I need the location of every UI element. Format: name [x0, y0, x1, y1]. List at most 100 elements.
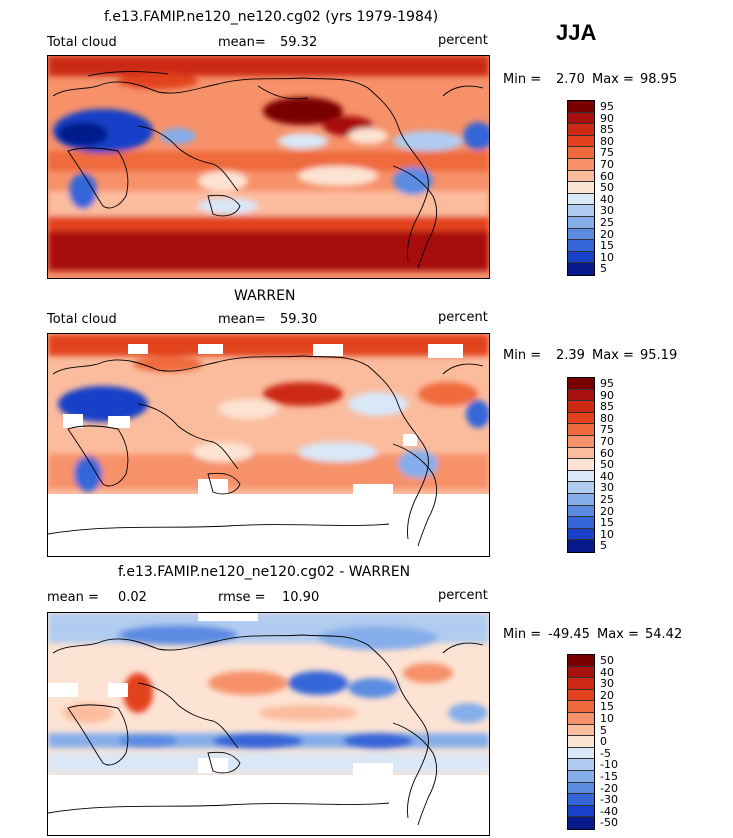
cbar2-tick-label: 25: [600, 493, 614, 506]
cbar3-tick-label: -30: [600, 793, 618, 807]
cbar3-swatch: [568, 759, 594, 771]
cbar2-swatch: [568, 435, 594, 448]
panel3-contour-field: [48, 613, 489, 773]
cbar1-swatch: [568, 135, 594, 148]
cbar3-swatch: [568, 666, 594, 679]
cbar2-tick-label: 75: [600, 423, 614, 437]
cbar1-swatch: [568, 228, 594, 241]
panel3-min-value: -49.45: [548, 627, 590, 642]
cbar2-tick-label: 10: [600, 527, 614, 541]
cbar1-tick-label: 80: [600, 134, 614, 148]
cbar2-swatch: [568, 505, 594, 518]
panel2-map: [47, 333, 490, 557]
cbar2-swatch: [568, 470, 594, 483]
cbar2-swatch: [568, 482, 594, 494]
cbar1-tick-label: 30: [600, 204, 614, 218]
panel2-unit-label: percent: [438, 310, 488, 325]
cbar2-swatch: [568, 517, 594, 529]
cbar3-swatch: [568, 712, 594, 725]
cbar1-swatch: [568, 251, 594, 264]
cbar3-tick-label: 5: [600, 723, 607, 737]
panel1-max-label: Max =: [592, 72, 634, 87]
cbar2-tick-label: 40: [600, 469, 614, 483]
panel1-title: f.e13.FAMIP.ne120_ne120.cg02 (yrs 1979-1…: [104, 9, 439, 25]
cbar3-tick-label: 0: [600, 735, 607, 749]
panel1-unit-label: percent: [438, 33, 488, 48]
cbar3-swatch: [568, 724, 594, 737]
cbar1-tick-label: 60: [600, 169, 614, 183]
panel2-colorbar: [567, 377, 595, 553]
panel2-min-value: 2.39: [556, 348, 585, 363]
cbar3-tick-label: -15: [600, 770, 618, 783]
cbar2-tick-label: 50: [600, 458, 614, 472]
cbar2-tick-label: 20: [600, 504, 614, 518]
cbar2-swatch: [568, 424, 594, 436]
cbar1-tick-label: 10: [600, 250, 614, 264]
cbar3-tick-label: 40: [600, 665, 614, 679]
cbar3-tick-label: -50: [600, 816, 618, 830]
cbar1-tick-label: 25: [600, 216, 614, 229]
panel2-min-label: Min =: [503, 348, 542, 363]
cbar2-swatch: [568, 459, 594, 471]
panel2-variable-label: Total cloud: [47, 312, 117, 327]
cbar1-tick-label: 90: [600, 111, 614, 125]
cbar3-tick-label: 15: [600, 700, 614, 714]
panel1-min-value: 2.70: [556, 72, 585, 87]
cbar1-swatch: [568, 124, 594, 136]
cbar2-tick-label: 80: [600, 411, 614, 425]
cbar2-swatch: [568, 528, 594, 541]
cbar2-tick-label: 30: [600, 481, 614, 495]
panel2-contour-field: [48, 334, 489, 492]
cbar3-swatch: [568, 678, 594, 690]
panel1-colorbar: [567, 100, 595, 276]
cbar1-swatch: [568, 170, 594, 183]
cbar1-swatch: [568, 158, 594, 171]
cbar1-swatch: [568, 147, 594, 159]
panel1-map: [47, 55, 490, 279]
panel2-coastlines: [48, 355, 484, 547]
panel3-min-label: Min =: [503, 627, 542, 642]
cbar3-tick-label: -10: [600, 758, 618, 772]
cbar1-tick-label: 15: [600, 239, 614, 253]
cbar2-swatch: [568, 493, 594, 506]
cbar1-swatch: [568, 216, 594, 229]
cbar2-tick-label: 15: [600, 516, 614, 530]
cbar2-swatch: [568, 540, 594, 552]
season-label: JJA: [556, 20, 597, 45]
panel2-max-label: Max =: [592, 348, 634, 363]
cbar1-tick-label: 40: [600, 192, 614, 206]
cbar3-swatch: [568, 782, 594, 795]
panel2-title: WARREN: [234, 288, 296, 304]
panel3-rmse-value: 10.90: [282, 590, 320, 605]
cbar3-swatch: [568, 736, 594, 748]
cbar1-tick-label: 75: [600, 146, 614, 160]
cbar2-tick-label: 5: [600, 539, 607, 553]
cbar2-swatch: [568, 447, 594, 460]
panel1-variable-label: Total cloud: [47, 35, 117, 50]
panel3-rmse-label: rmse =: [218, 590, 266, 605]
cbar3-swatch: [568, 770, 594, 783]
cbar3-swatch: [568, 655, 594, 667]
cbar3-swatch: [568, 794, 594, 806]
cbar1-tick-label: 70: [600, 158, 614, 171]
cbar3-tick-label: 10: [600, 712, 614, 725]
panel3-mean-label: mean =: [47, 590, 99, 605]
cbar3-tick-label: -5: [600, 746, 611, 760]
cbar1-tick-label: 5: [600, 262, 607, 276]
cbar3-swatch: [568, 701, 594, 713]
panel3-missing-data: [48, 613, 489, 835]
panel3-coastlines: [48, 634, 484, 826]
panel2-max-value: 95.19: [640, 348, 678, 363]
panel2-mean-value: 59.30: [280, 312, 318, 327]
panel1-mean-value: 59.32: [280, 35, 318, 50]
cbar1-swatch: [568, 263, 594, 275]
cbar2-tick-label: 60: [600, 446, 614, 460]
cbar1-swatch: [568, 193, 594, 206]
panel1-contour-field: [48, 56, 489, 271]
cbar1-tick-label: 85: [600, 123, 614, 137]
cbar2-swatch: [568, 401, 594, 413]
cbar1-tick-label: 50: [600, 181, 614, 195]
cbar3-swatch: [568, 689, 594, 702]
cbar3-tick-label: 20: [600, 688, 614, 702]
cbar1-swatch: [568, 240, 594, 252]
